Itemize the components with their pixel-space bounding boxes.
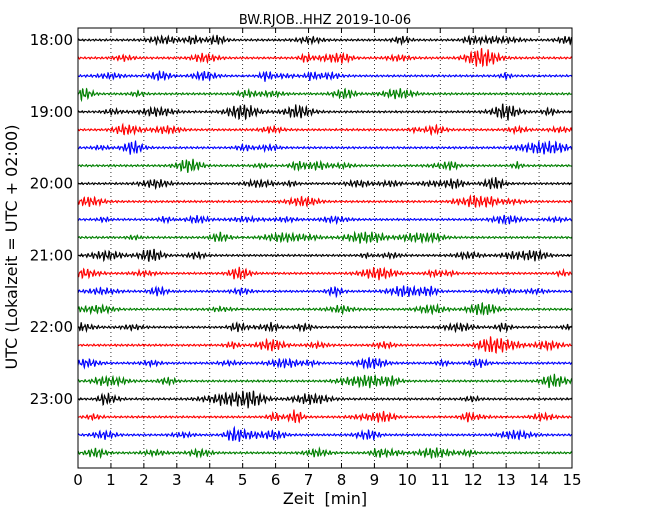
x-tick-label: 5 xyxy=(238,471,248,489)
trace-1815 xyxy=(77,47,573,68)
x-tick-label: 15 xyxy=(562,471,581,489)
trace-layer xyxy=(77,34,573,460)
trace-2345 xyxy=(77,446,573,460)
trace-2330 xyxy=(77,425,573,442)
trace-1945 xyxy=(77,158,573,173)
y-tick-label: 20:00 xyxy=(30,175,73,193)
trace-2145 xyxy=(77,301,573,316)
y-tick-label: 18:00 xyxy=(30,31,73,49)
trace-1900 xyxy=(77,103,573,121)
trace-2215 xyxy=(77,336,573,354)
x-tick-label: 6 xyxy=(271,471,281,489)
trace-1915 xyxy=(77,122,573,137)
x-tick-label: 11 xyxy=(431,471,450,489)
grid-lines xyxy=(110,28,540,468)
x-tick-label: 3 xyxy=(172,471,182,489)
y-axis: 18:00 19:00 20:00 21:00 22:00 23:00 xyxy=(30,31,572,408)
trace-2045 xyxy=(77,230,573,245)
x-tick-label: 14 xyxy=(530,471,549,489)
x-tick-label: 8 xyxy=(337,471,347,489)
x-tick-label: 4 xyxy=(205,471,215,489)
trace-2200 xyxy=(77,321,573,334)
x-tick-label: 7 xyxy=(304,471,314,489)
trace-2245 xyxy=(77,373,573,389)
trace-2315 xyxy=(77,409,573,424)
x-axis-label: Zeit [min] xyxy=(283,489,367,508)
y-tick-label: 22:00 xyxy=(30,318,73,336)
trace-2015 xyxy=(77,194,573,209)
trace-2030 xyxy=(77,214,573,226)
trace-2100 xyxy=(77,248,573,263)
plot-frame xyxy=(77,27,573,469)
trace-2130 xyxy=(77,284,573,299)
trace-1800 xyxy=(77,34,573,47)
trace-1845 xyxy=(77,87,573,103)
y-tick-label: 21:00 xyxy=(30,246,73,264)
x-tick-label: 10 xyxy=(398,471,417,489)
y-axis-label: UTC (Lokalzeit = UTC + 02:00) xyxy=(2,125,21,370)
trace-2300 xyxy=(77,390,573,409)
trace-2230 xyxy=(77,356,573,370)
x-tick-label: 12 xyxy=(464,471,483,489)
trace-1830 xyxy=(77,70,573,82)
x-tick-label: 2 xyxy=(139,471,149,489)
y-tick-label: 19:00 xyxy=(30,103,73,121)
x-tick-label: 9 xyxy=(370,471,380,489)
trace-2000 xyxy=(77,176,573,191)
x-axis: 0 1 2 3 4 5 6 7 8 9 10 11 12 13 14 15 xyxy=(73,28,582,489)
x-tick-label: 13 xyxy=(497,471,516,489)
trace-1930 xyxy=(77,140,573,155)
y-tick-label: 23:00 xyxy=(30,390,73,408)
trace-2115 xyxy=(77,266,573,281)
chart-title: BW.RJOB..HHZ 2019-10-06 xyxy=(239,13,411,28)
x-tick-label: 0 xyxy=(73,471,83,489)
x-tick-label: 1 xyxy=(106,471,116,489)
